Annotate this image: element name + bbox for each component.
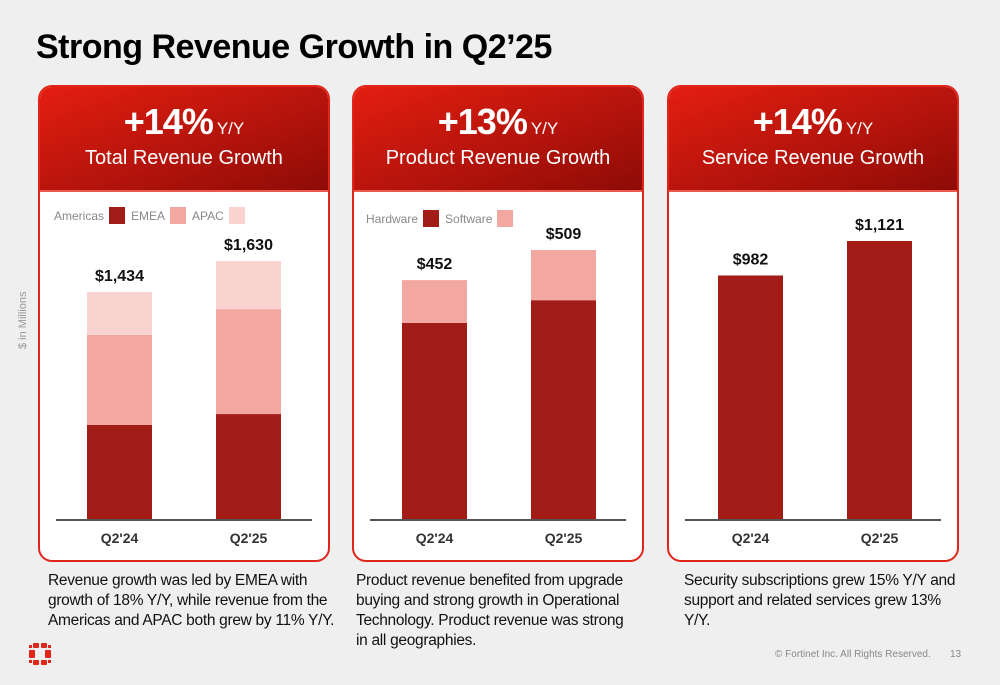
bar-segment-americas-0 [87, 424, 152, 519]
growth-percent: +14% [123, 101, 214, 142]
x-tick-label: Q2'25 [545, 530, 583, 546]
legend-swatch [170, 207, 187, 224]
panel-subtitle: Total Revenue Growth [85, 147, 283, 169]
bar-segment-apac-1 [216, 261, 281, 310]
bar-segment-hardware-0 [402, 322, 467, 519]
y-axis-unit-label: $ in Millions [17, 291, 29, 349]
legend-swatch [109, 207, 126, 224]
service-revenue-chart: $982 Q2'24 $1,121 Q2'25 [685, 217, 941, 546]
panel-total-revenue: +14% Y/Y Total Revenue Growth Americas EM… [38, 85, 330, 562]
legend-label: Hardware [366, 211, 419, 226]
chart-legend: Americas EMEA APAC [54, 207, 251, 224]
yy-label: Y/Y [530, 119, 559, 138]
bar-total-label: $509 [546, 226, 582, 243]
fortinet-logo-icon [29, 643, 51, 665]
bar-total-label: $1,121 [855, 217, 904, 234]
panel-header: +14% Y/Y Service Revenue Growth [669, 87, 957, 192]
bar-segment-apac-0 [87, 292, 152, 335]
product-revenue-description: Product revenue benefited from upgrade b… [356, 572, 624, 649]
bar-total-label: $452 [417, 256, 453, 273]
growth-percent: +14% [752, 101, 843, 142]
panel-subtitle: Service Revenue Growth [701, 147, 925, 169]
panel-subtitle: Product Revenue Growth [385, 147, 611, 169]
page-title: Strong Revenue Growth in Q2’25 [36, 28, 552, 66]
bar-total-label: $1,434 [95, 268, 144, 285]
yy-label: Y/Y [845, 119, 874, 138]
bar-segment-emea-1 [216, 309, 281, 415]
service-revenue-description: Security subscriptions grew 15% Y/Y and … [684, 572, 956, 629]
bar-total-label: $1,630 [224, 237, 273, 254]
panel-header: +13% Y/Y Product Revenue Growth [354, 87, 642, 192]
legend-label: Software [445, 211, 493, 226]
x-tick-label: Q2'25 [861, 530, 899, 546]
bar-total-label: $982 [733, 251, 769, 268]
x-tick-label: Q2'24 [101, 530, 139, 546]
panel-header: +14% Y/Y Total Revenue Growth [40, 87, 328, 192]
legend-swatch [497, 210, 514, 227]
copyright: © Fortinet Inc. All Rights Reserved. [775, 649, 931, 660]
legend-swatch [228, 207, 245, 224]
growth-percent: +13% [437, 101, 528, 142]
total-revenue-chart: $1,434 Q2'24 $1,630 Q2'25 [56, 237, 312, 546]
bar-segment-emea-0 [87, 334, 152, 425]
legend-label: EMEA [131, 208, 166, 223]
bar-segment-software-1 [531, 250, 596, 301]
bar-segment-software-0 [402, 280, 467, 323]
legend-label: APAC [192, 208, 224, 223]
legend-label: Americas [54, 208, 105, 223]
panel-product-revenue: +13% Y/Y Product Revenue Growth Hardware … [352, 85, 644, 562]
legend-swatch [423, 210, 440, 227]
bar-segment-americas-1 [216, 414, 281, 519]
bar-segment-hardware-1 [531, 300, 596, 519]
total-revenue-description: Revenue growth was led by EMEA with grow… [48, 572, 335, 629]
chart-legend: Hardware Software [366, 210, 519, 227]
x-tick-label: Q2'24 [732, 530, 770, 546]
x-tick-label: Q2'25 [230, 530, 268, 546]
panel-service-revenue: +14% Y/Y Service Revenue Growth $982 Q2'24… [667, 85, 959, 562]
product-revenue-chart: $452 Q2'24 $509 Q2'25 [370, 226, 626, 546]
page-number: 13 [950, 649, 962, 660]
x-tick-label: Q2'24 [416, 530, 454, 546]
bar-segment-value-0 [718, 275, 783, 519]
yy-label: Y/Y [216, 119, 245, 138]
bar-segment-value-1 [847, 241, 912, 519]
